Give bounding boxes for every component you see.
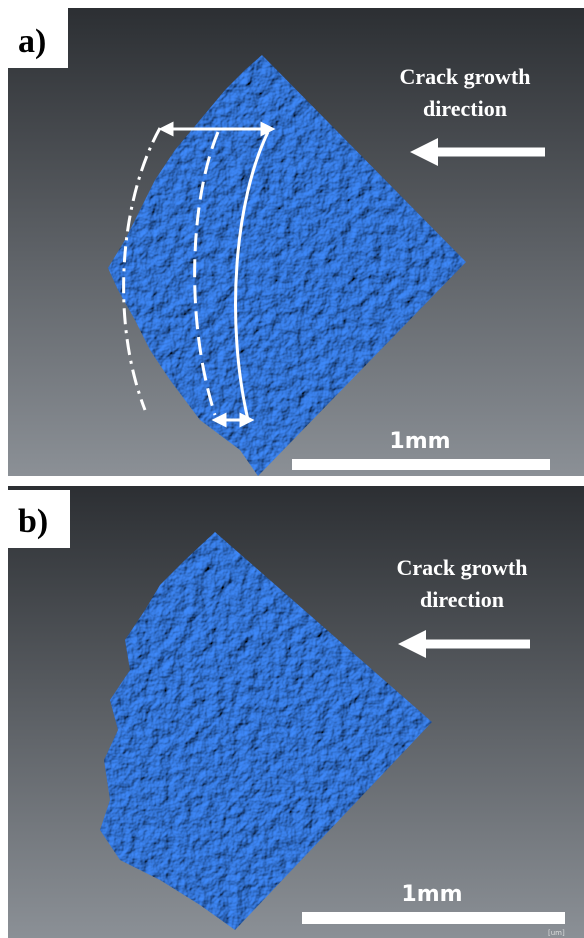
panel-label: b) xyxy=(18,503,48,540)
annotation: direction xyxy=(420,587,504,612)
scale-bar-label: 1mm xyxy=(389,429,450,454)
unit-note: [um] xyxy=(548,929,565,937)
figure: a) Crack growth direction 1mm b) Crack g… xyxy=(0,0,584,938)
annotation: direction xyxy=(423,96,507,121)
annotation: Crack growth xyxy=(400,64,531,89)
scale-bar xyxy=(292,459,550,470)
page: a) Crack growth direction 1mm b) Crack g… xyxy=(0,0,584,938)
annotation: Crack growth xyxy=(397,555,528,580)
scale-bar xyxy=(302,912,565,924)
panel-a: a) Crack growth direction 1mm xyxy=(8,8,584,476)
panel-label: a) xyxy=(18,23,46,60)
panel-b: b) Crack growth direction 1mm [um] xyxy=(8,486,584,938)
scale-bar-label: 1mm xyxy=(401,882,462,907)
